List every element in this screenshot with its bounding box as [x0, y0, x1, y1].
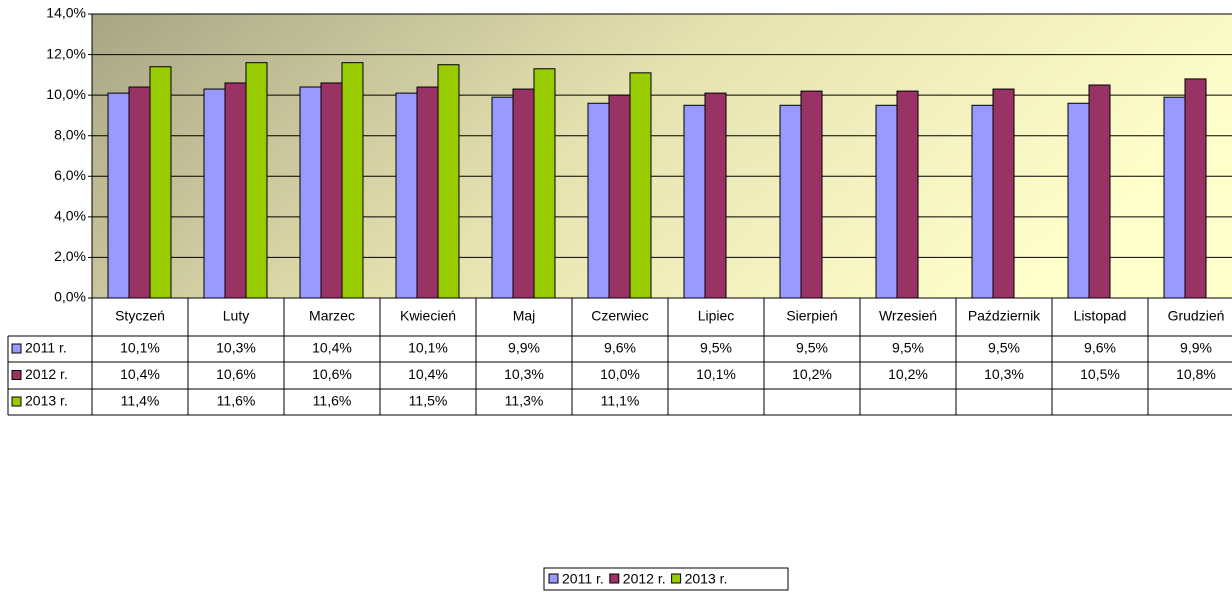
row-label: 2011 r. [25, 340, 67, 356]
table-value: 11,3% [505, 393, 544, 409]
x-tick-label: Kwiecień [400, 308, 456, 324]
table-value: 11,6% [313, 393, 352, 409]
legend-box [543, 567, 789, 591]
bar [107, 92, 130, 299]
x-tick-label: Październik [968, 308, 1041, 324]
x-tick-label: Czerwiec [591, 308, 649, 324]
bar [779, 104, 802, 299]
table-value: 11,6% [217, 393, 256, 409]
bar [971, 104, 994, 299]
legend-label: 2011 r. [562, 571, 604, 587]
bar [533, 68, 556, 299]
x-tick-label: Grudzień [1168, 308, 1225, 324]
table-value: 9,5% [892, 340, 924, 356]
legend-swatch [11, 396, 22, 407]
table-value: 10,0% [600, 366, 640, 382]
bar [1163, 96, 1186, 299]
table-value: 9,6% [604, 340, 636, 356]
y-tick-label: 6,0% [54, 167, 86, 183]
x-tick-label: Luty [223, 308, 249, 324]
y-tick-label: 8,0% [54, 126, 86, 142]
bar [203, 88, 226, 299]
legend-swatch [548, 573, 559, 584]
table-value: 11,4% [121, 393, 160, 409]
bar [320, 82, 343, 299]
x-tick-label: Listopad [1074, 308, 1127, 324]
table-value: 10,1% [696, 366, 736, 382]
bar [224, 82, 247, 299]
bar [395, 92, 418, 299]
bar [512, 88, 535, 299]
table-value: 10,6% [216, 366, 256, 382]
x-tick-label: Wrzesień [879, 308, 937, 324]
table-value: 10,2% [792, 366, 832, 382]
x-tick-label: Lipiec [698, 308, 735, 324]
table-value: 9,5% [988, 340, 1020, 356]
x-tick-label: Styczeń [115, 308, 165, 324]
bar [491, 96, 514, 299]
y-tick-label: 4,0% [54, 208, 86, 224]
y-tick-label: 0,0% [54, 289, 86, 305]
bar [608, 94, 631, 299]
table-value: 9,9% [508, 340, 540, 356]
table-value: 10,6% [312, 366, 352, 382]
bar [416, 86, 439, 299]
row-label: 2013 r. [25, 393, 68, 409]
y-tick-label: 12,0% [46, 45, 86, 61]
legend-swatch [11, 343, 22, 354]
bar [587, 102, 610, 299]
table-value: 10,8% [1176, 366, 1216, 382]
table-value: 10,4% [408, 366, 448, 382]
bar [299, 86, 322, 299]
legend-label: 2012 r. [623, 571, 666, 587]
y-tick-label: 2,0% [54, 248, 86, 264]
x-tick-label: Maj [513, 308, 536, 324]
row-label: 2012 r. [25, 366, 68, 382]
table-value: 11,1% [601, 393, 640, 409]
bar [683, 104, 706, 299]
legend-swatch [671, 573, 682, 584]
table-value: 9,5% [700, 340, 732, 356]
table-value: 10,3% [216, 340, 256, 356]
bar [704, 92, 727, 299]
bar [245, 62, 268, 299]
bar [437, 64, 460, 299]
bar [1088, 84, 1111, 299]
bar [875, 104, 898, 299]
y-tick-label: 10,0% [46, 86, 86, 102]
bar [341, 62, 364, 299]
table-value: 10,1% [408, 340, 448, 356]
table-value: 10,1% [120, 340, 160, 356]
table-value: 10,3% [984, 366, 1024, 382]
bar [1184, 78, 1207, 299]
bar [128, 86, 151, 299]
bar [1067, 102, 1090, 299]
table-value: 10,4% [312, 340, 352, 356]
legend-swatch [609, 573, 620, 584]
x-tick-label: Sierpień [786, 308, 837, 324]
table-value: 9,9% [1180, 340, 1212, 356]
bar [629, 72, 652, 299]
bar [992, 88, 1015, 299]
bar [149, 66, 172, 299]
table-value: 9,6% [1084, 340, 1116, 356]
legend-label: 2013 r. [685, 571, 728, 587]
table-value: 10,3% [504, 366, 544, 382]
table-value: 10,4% [120, 366, 160, 382]
table-value: 10,5% [1080, 366, 1120, 382]
y-tick-label: 14,0% [46, 5, 86, 21]
table-value: 11,5% [409, 393, 448, 409]
table-value: 10,2% [888, 366, 928, 382]
table-value: 9,5% [796, 340, 828, 356]
bar [800, 90, 823, 299]
bar [896, 90, 919, 299]
plot-area [92, 14, 1232, 298]
x-tick-label: Marzec [309, 308, 355, 324]
legend-swatch [11, 370, 22, 380]
